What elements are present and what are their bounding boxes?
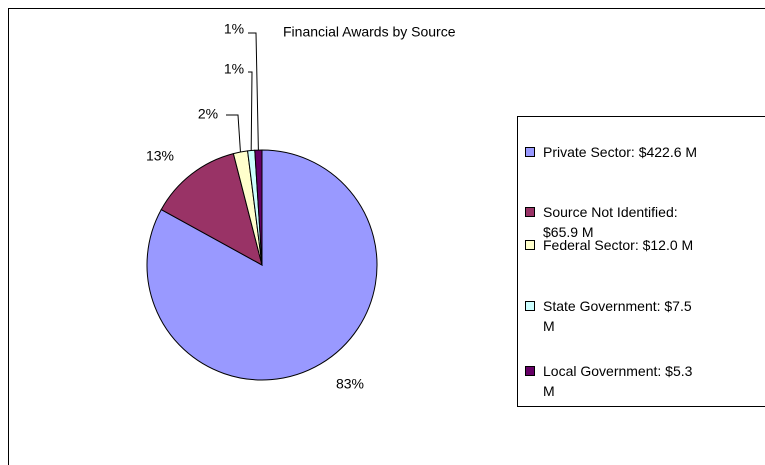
chart-border — [8, 8, 765, 465]
leader-line — [226, 114, 241, 153]
data-label: 1% — [224, 21, 244, 37]
leader-line — [248, 71, 253, 151]
leader-line — [248, 32, 259, 151]
legend-label: Source Not Identified: $65.9 M — [543, 204, 678, 240]
legend-label-line: State Government: $7.5 — [543, 298, 692, 314]
legend-label-line: $65.9 M — [543, 224, 594, 240]
legend-box — [517, 116, 765, 407]
legend-label-line: Federal Sector: $12.0 M — [543, 237, 693, 253]
legend-label-line: Source Not Identified: — [543, 204, 678, 220]
legend-label-line: Local Government: $5.3 — [543, 363, 693, 379]
data-label: 13% — [146, 148, 174, 164]
legend-swatch — [525, 366, 535, 376]
pie-slice — [254, 149, 263, 266]
chart-title: Financial Awards by Source — [283, 24, 456, 40]
data-label: 83% — [336, 376, 364, 392]
legend-label: Private Sector: $422.6 M — [543, 144, 697, 160]
legend-label-line: M — [543, 383, 555, 399]
legend-swatch — [525, 301, 535, 311]
legend-swatch — [525, 207, 535, 217]
legend-swatch — [525, 240, 535, 250]
legend-swatch — [525, 147, 535, 157]
legend-label: Local Government: $5.3 M — [543, 363, 693, 399]
legend-label: Federal Sector: $12.0 M — [543, 237, 693, 253]
legend-label-line: M — [543, 318, 555, 334]
data-label: 2% — [198, 106, 218, 122]
pie-slice — [160, 153, 263, 266]
data-label: 1% — [224, 61, 244, 77]
legend-label-line: Private Sector: $422.6 M — [543, 144, 697, 160]
legend-label: State Government: $7.5 M — [543, 298, 692, 334]
